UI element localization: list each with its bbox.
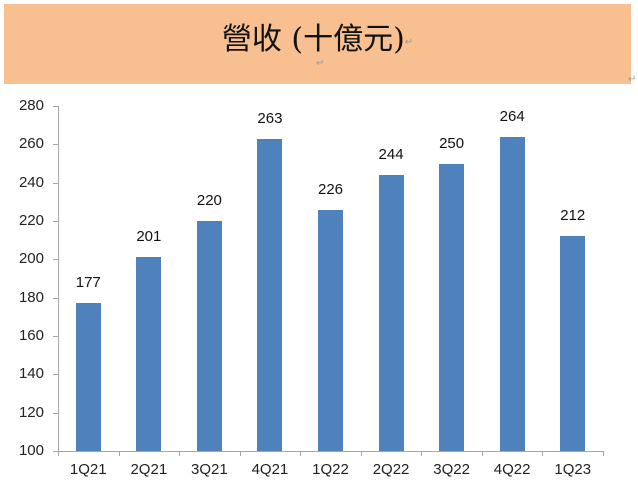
x-tick-mark xyxy=(421,451,423,456)
bar-1q21 xyxy=(75,303,101,451)
bar-2q22 xyxy=(378,175,404,451)
data-label: 264 xyxy=(499,107,525,125)
x-tick-label: 1Q21 xyxy=(69,461,107,478)
bar-2q21 xyxy=(136,257,162,451)
y-tick-mark xyxy=(53,221,58,222)
y-tick-label: 100 xyxy=(18,442,44,459)
x-tick-mark xyxy=(360,451,362,456)
x-tick-mark xyxy=(118,451,120,456)
y-tick-label: 160 xyxy=(18,327,44,344)
y-tick-label: 260 xyxy=(18,135,44,153)
y-tick-mark xyxy=(53,336,58,337)
x-tick-label: 1Q22 xyxy=(312,461,349,478)
paragraph-mark-icon: ↵ xyxy=(404,37,414,48)
x-tick-label: 3Q22 xyxy=(433,461,470,478)
y-tick-mark xyxy=(53,144,58,146)
y-tick-label: 240 xyxy=(18,173,44,191)
y-tick-label: 180 xyxy=(18,288,44,306)
bar-1q22 xyxy=(318,209,343,451)
data-label: 212 xyxy=(560,207,586,225)
data-label: 244 xyxy=(378,146,404,163)
data-label: 201 xyxy=(136,228,162,246)
bar-3q21 xyxy=(196,221,222,451)
chart-title: 營收 (十億元)↵ xyxy=(4,14,631,58)
x-tick-mark xyxy=(481,451,483,456)
x-tick-mark xyxy=(300,451,302,456)
x-tick-label: 1Q23 xyxy=(554,461,592,478)
y-tick-mark xyxy=(53,412,58,414)
x-tick-mark xyxy=(603,451,604,456)
title-banner: 營收 (十億元)↵ ↵ xyxy=(4,4,631,84)
bar-4q21 xyxy=(257,138,283,451)
x-tick-label: 2Q21 xyxy=(130,461,168,478)
x-tick-label: 2Q22 xyxy=(372,461,410,478)
x-tick-mark xyxy=(179,451,181,456)
data-label: 226 xyxy=(317,180,344,198)
bar-3q22 xyxy=(439,163,465,451)
bar-1q23 xyxy=(560,236,586,451)
data-label: 177 xyxy=(75,274,101,292)
x-tick-mark xyxy=(58,451,59,456)
data-label: 250 xyxy=(439,134,465,152)
y-axis-line xyxy=(58,106,59,451)
x-tick-mark xyxy=(542,451,544,456)
y-tick-label: 280 xyxy=(18,97,44,114)
y-tick-mark xyxy=(53,297,58,299)
data-label: 263 xyxy=(257,109,283,127)
y-tick-mark xyxy=(53,374,58,376)
bar-4q22 xyxy=(499,136,525,451)
data-label: 220 xyxy=(196,192,222,209)
y-tick-mark xyxy=(53,259,58,261)
chart-title-text: 營收 (十億元) xyxy=(221,22,405,57)
x-axis-line xyxy=(58,451,603,452)
y-tick-label: 220 xyxy=(18,212,44,229)
y-tick-label: 140 xyxy=(18,365,44,383)
x-tick-mark xyxy=(239,451,241,456)
y-tick-mark xyxy=(53,182,58,184)
paragraph-mark-icon: ↵ xyxy=(628,74,637,85)
y-tick-label: 200 xyxy=(18,250,44,268)
x-tick-label: 4Q21 xyxy=(251,461,289,478)
y-tick-mark xyxy=(53,106,58,107)
x-tick-label: 4Q22 xyxy=(493,461,531,478)
x-tick-label: 3Q21 xyxy=(191,461,228,478)
bar-chart: 100 120 140 160 180 200 220 240 260 280 177 1Q21 201… xyxy=(0,90,638,496)
y-tick-label: 120 xyxy=(18,403,44,421)
paragraph-mark-icon: ↵ xyxy=(316,58,325,69)
y-tick-mark xyxy=(53,451,58,452)
